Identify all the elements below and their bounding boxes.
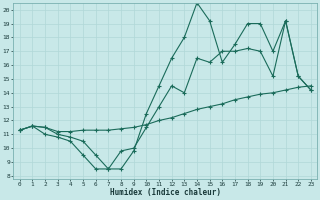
X-axis label: Humidex (Indice chaleur): Humidex (Indice chaleur) — [110, 188, 221, 197]
